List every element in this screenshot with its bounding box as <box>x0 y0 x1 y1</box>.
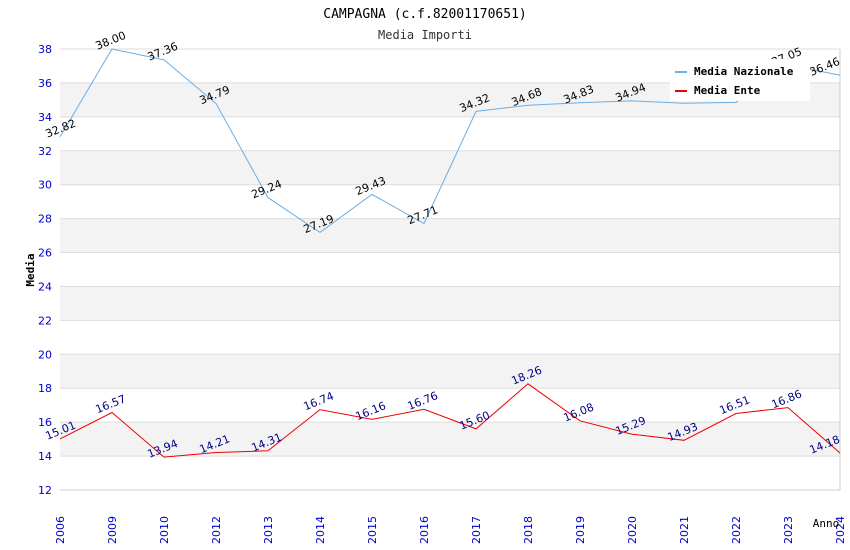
series-line-media-nazionale <box>59 48 841 234</box>
data-label: 16.08 <box>562 401 596 425</box>
x-tick-label: 2009 <box>106 516 119 544</box>
y-axis-ticks: 12 14 16 18 20 22 24 26 28 30 32 34 36 38 <box>38 43 52 497</box>
x-tick-label: 2019 <box>574 516 587 544</box>
x-tick-label: 2018 <box>522 516 535 544</box>
x-tick-label: 2006 <box>54 516 67 544</box>
x-tick-label: 2015 <box>366 516 379 544</box>
x-axis-ticks: 2006 2009 2010 2012 2013 2014 2015 2016 2017 2018… <box>54 516 847 544</box>
x-tick-label: 2010 <box>158 516 171 544</box>
y-tick-label: 20 <box>38 348 52 361</box>
grid-band <box>60 422 840 457</box>
grid-band <box>60 286 840 321</box>
data-label: 16.74 <box>302 389 336 413</box>
series-lines <box>59 48 841 458</box>
y-tick-label: 36 <box>38 77 52 90</box>
y-tick-label: 28 <box>38 213 52 226</box>
x-tick-label: 2017 <box>470 516 483 544</box>
x-tick-label: 2016 <box>418 516 431 544</box>
grid-band <box>60 354 840 389</box>
grid-bands <box>60 82 840 457</box>
y-tick-label: 22 <box>38 314 52 327</box>
y-tick-label: 26 <box>38 247 52 260</box>
gridlines <box>60 48 840 491</box>
y-axis-label: Media <box>24 253 37 286</box>
legend: Media Nazionale Media Ente <box>670 59 810 101</box>
chart-title: CAMPAGNA (c.f.82001170651) <box>323 7 527 22</box>
x-tick-label: 2020 <box>626 516 639 544</box>
data-label: 16.57 <box>94 392 128 416</box>
x-tick-label: 2023 <box>782 516 795 544</box>
legend-label: Media Ente <box>694 84 761 97</box>
data-label: 36.46 <box>808 55 842 79</box>
grid-band <box>60 218 840 253</box>
chart-subtitle: Media Importi <box>378 28 472 42</box>
x-axis-label: Anno <box>813 517 840 530</box>
x-tick-label: 2013 <box>262 516 275 544</box>
y-tick-label: 14 <box>38 450 52 463</box>
data-label: 16.51 <box>718 393 752 417</box>
x-tick-label: 2014 <box>314 516 327 544</box>
y-tick-label: 24 <box>38 280 52 293</box>
y-tick-label: 12 <box>38 484 52 497</box>
x-tick-label: 2024 <box>834 516 847 544</box>
x-tick-label: 2021 <box>678 516 691 544</box>
legend-label: Media Nazionale <box>694 65 794 78</box>
series-line-media-ente <box>59 383 841 458</box>
y-tick-label: 16 <box>38 416 52 429</box>
x-tick-label: 2022 <box>730 516 743 544</box>
y-tick-label: 18 <box>38 382 52 395</box>
y-tick-label: 38 <box>38 43 52 56</box>
y-tick-label: 34 <box>38 111 52 124</box>
y-tick-label: 32 <box>38 145 52 158</box>
x-tick-label: 2012 <box>210 516 223 544</box>
y-tick-label: 30 <box>38 179 52 192</box>
legend-box <box>670 59 810 101</box>
